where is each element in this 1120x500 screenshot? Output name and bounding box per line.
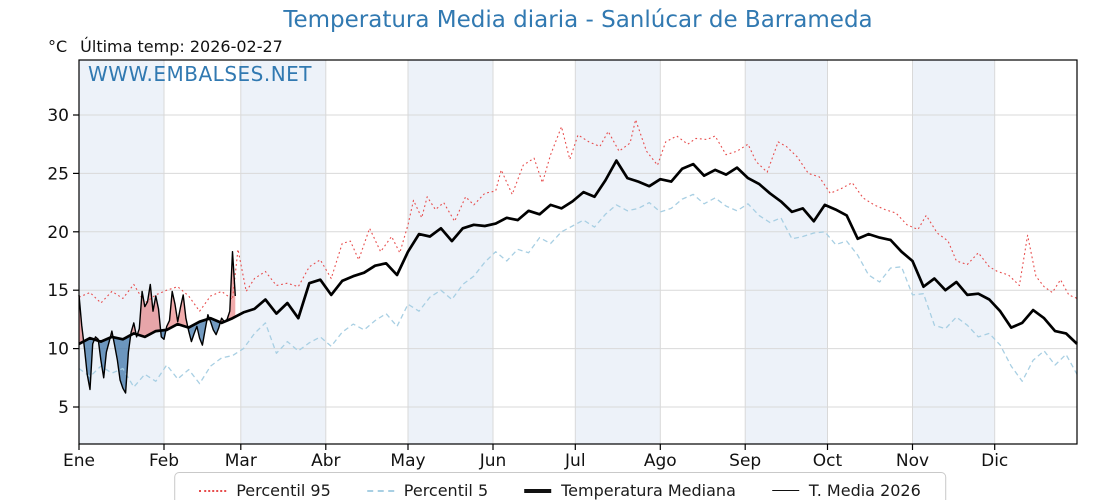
legend: Percentil 95 Percentil 5 Temperatura Med…	[174, 472, 946, 500]
legend-label-mediana: Temperatura Mediana	[561, 481, 736, 500]
x-tick-label: May	[390, 451, 425, 471]
y-tick-label: 10	[47, 340, 69, 360]
month-band	[240, 60, 326, 444]
fill-above-mediana	[79, 251, 236, 344]
y-tick-label: 20	[47, 223, 69, 243]
legend-label-percentil-95: Percentil 95	[236, 481, 331, 500]
series-line-percentil-5	[78, 193, 1078, 388]
month-band	[408, 60, 493, 444]
y-tick-label: 5	[58, 398, 69, 418]
legend-item-percentil-5: Percentil 5	[366, 481, 489, 500]
legend-item-percentil-95: Percentil 95	[199, 481, 331, 500]
month-band	[745, 60, 828, 444]
legend-item-t-media-2026: T. Media 2026	[771, 481, 921, 500]
watermark: WWW.EMBALSES.NET	[88, 62, 313, 86]
x-tick-label: Mar	[225, 451, 257, 471]
percentil-95-line-icon	[199, 489, 227, 492]
x-tick-label: Feb	[149, 451, 179, 471]
t-media-2026-line-icon	[771, 490, 799, 491]
y-tick-label: 25	[47, 164, 69, 184]
legend-item-mediana: Temperatura Mediana	[524, 481, 736, 500]
series-line-temperatura-mediana	[78, 159, 1078, 346]
y-axis-units-label: °C	[48, 37, 68, 56]
percentil-5-line-icon	[366, 489, 394, 492]
x-tick-label: Oct	[813, 451, 843, 471]
x-tick-label: Ene	[63, 451, 95, 471]
legend-label-percentil-5: Percentil 5	[403, 481, 489, 500]
chart-title: Temperatura Media diaria - Sanlúcar de B…	[283, 7, 873, 33]
plot-border	[78, 59, 1078, 445]
mediana-line-icon	[524, 488, 552, 493]
month-band	[79, 60, 164, 444]
x-tick-label: Jun	[479, 451, 507, 471]
x-tick-label: Ago	[644, 451, 677, 471]
x-tick-label: Abr	[311, 451, 340, 471]
month-band	[912, 60, 995, 444]
legend-label-t-media-2026: T. Media 2026	[808, 481, 921, 500]
series-line-t-media-2026	[78, 251, 236, 394]
month-band	[575, 60, 661, 444]
chart-subtitle: °C Última temp: 2026-02-27	[48, 37, 283, 56]
x-tick-label: Sep	[729, 451, 761, 471]
last-temp-label: Última temp: 2026-02-27	[80, 37, 283, 56]
y-tick-label: 30	[47, 106, 69, 126]
x-tick-label: Nov	[896, 451, 929, 471]
x-tick-label: Jul	[564, 451, 586, 471]
x-tick-label: Dic	[981, 451, 1008, 471]
y-tick-label: 15	[47, 281, 69, 301]
